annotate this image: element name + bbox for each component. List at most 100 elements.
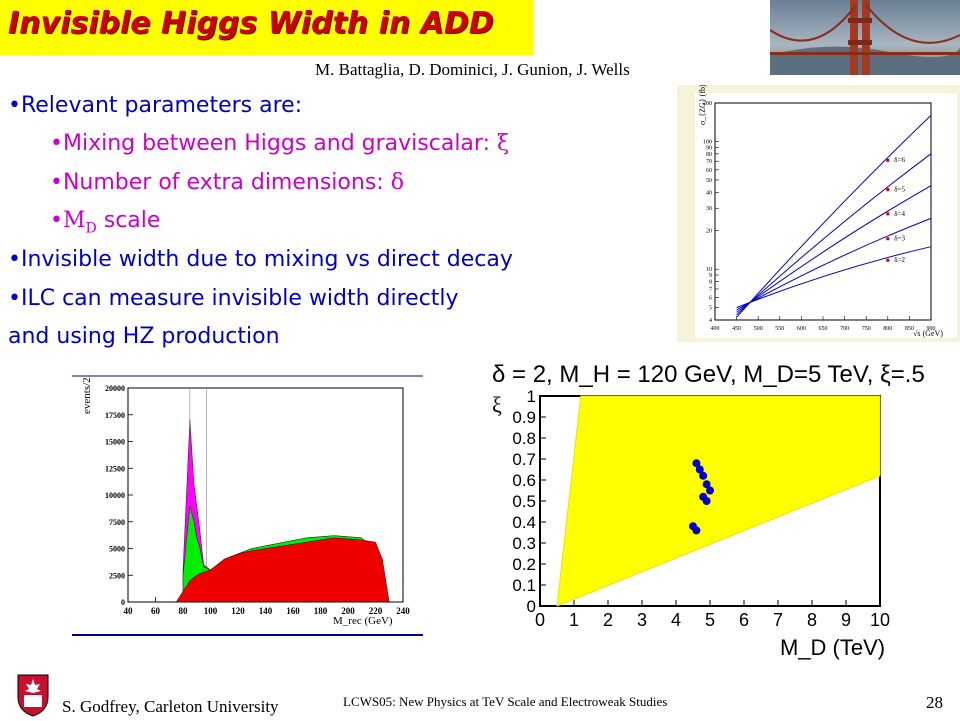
x-tick-label: 2 (603, 610, 613, 630)
measured-point (702, 480, 711, 489)
xi-symbol: ξ (496, 131, 510, 156)
data-point (886, 158, 890, 162)
x-tick-label: 700 (840, 326, 849, 332)
y-axis-label: ξ (492, 392, 502, 417)
x-tick-label: 650 (819, 326, 828, 332)
y-tick-label: 2500 (109, 571, 125, 580)
x-axis-label: √s (GeV) (913, 329, 943, 338)
slide-title: Invisible Higgs Width in ADD (8, 6, 494, 41)
series-label: δ=6 (894, 156, 905, 164)
carleton-logo (14, 673, 52, 717)
y-tick-label: 0 (121, 598, 125, 607)
x-tick-label: 600 (797, 326, 806, 332)
bullet-hz-production: and using HZ production (8, 324, 280, 349)
md-subscript: D (85, 220, 97, 237)
recoil-mass-histogram: events/2.5 M_rec (GeV) 40 60 80 100 120 140 16… (70, 369, 425, 636)
y-tick-label: 80 (706, 152, 712, 158)
y-tick-label: 15000 (105, 438, 125, 447)
bullet-md-scale: •MD scale (50, 208, 160, 241)
x-tick-label: 5 (705, 610, 715, 630)
md-symbol: M (62, 208, 86, 233)
series-line (736, 246, 932, 309)
series-label: δ=4 (894, 210, 905, 218)
x-axis-label: M_D (TeV) (780, 635, 885, 660)
x-tick-label: 100 (204, 606, 218, 616)
y-tick-label: 0.1 (512, 576, 536, 595)
series-line (736, 217, 932, 311)
x-tick-label: 550 (775, 326, 784, 332)
y-tick-label: 7500 (109, 518, 125, 527)
y-tick-label: 12500 (105, 464, 125, 473)
y-tick-label: 9 (709, 273, 712, 279)
y-tick-label: 90 (706, 145, 712, 151)
y-tick-label: 5000 (109, 545, 125, 554)
series-line (736, 153, 932, 316)
measured-point (695, 465, 704, 474)
y-tick-label: 0.2 (512, 555, 536, 574)
bullet-ilc-measure: •ILC can measure invisible width directl… (8, 286, 459, 311)
y-tick-label: 30 (706, 206, 712, 212)
authors: M. Battaglia, D. Dominici, J. Gunion, J.… (315, 60, 630, 79)
x-tick-label: 140 (259, 606, 273, 616)
allowed-region (556, 395, 881, 607)
y-tick-label: 1 (527, 387, 536, 406)
x-tick-label: 40 (124, 606, 134, 616)
x-tick-label: 9 (841, 610, 851, 630)
y-tick-label: 20 (706, 229, 712, 235)
y-tick-label: 20000 (105, 384, 125, 393)
delta-symbol: δ (390, 170, 404, 195)
y-tick-label: 0.4 (512, 513, 536, 532)
x-tick-label: 900 (927, 326, 936, 332)
measured-point (692, 526, 701, 535)
y-tick-label: 10 (706, 267, 712, 273)
y-tick-label: 6 (709, 296, 712, 302)
x-tick-label: 80 (179, 606, 189, 616)
y-axis-label: σ_{ZG} (fb) (698, 85, 707, 125)
title-banner (0, 0, 533, 55)
x-axis-label: M_rec (GeV) (333, 615, 393, 627)
x-tick-label: 60 (151, 606, 161, 616)
bridge-photo (770, 0, 960, 75)
y-tick-label: 40 (706, 190, 712, 196)
x-tick-label: 4 (671, 610, 681, 630)
y-tick-label: 50 (706, 178, 712, 184)
y-tick-label: 0.8 (512, 429, 536, 448)
data-point (886, 212, 890, 216)
x-tick-label: 180 (314, 606, 328, 616)
y-tick-label: 10000 (105, 491, 125, 500)
y-tick-label: 0.7 (512, 450, 536, 469)
bullet-relevant-parameters: •Relevant parameters are: (8, 93, 303, 118)
bullet-text: •Mixing between Higgs and graviscalar: (50, 131, 497, 156)
x-tick-label: 1 (569, 610, 579, 630)
x-tick-label: 500 (754, 326, 763, 332)
y-tick-label: 0.5 (512, 492, 536, 511)
series-label: δ=3 (894, 235, 905, 243)
y-tick-label: 7 (709, 287, 712, 293)
x-tick-label: 3 (637, 610, 647, 630)
bullet-text: scale (96, 208, 161, 233)
x-tick-label: 6 (739, 610, 749, 630)
y-tick-label: 0.6 (512, 471, 536, 490)
bullet-invisible-width: •Invisible width due to mixing vs direct… (8, 247, 513, 272)
bullet-mixing: •Mixing between Higgs and graviscalar: ξ (50, 131, 509, 157)
y-tick-label: 100 (703, 139, 712, 145)
x-tick-label: 750 (862, 326, 871, 332)
x-tick-label: 400 (711, 326, 720, 332)
y-tick-label: 0.3 (512, 534, 536, 553)
data-point (886, 237, 890, 241)
series-line (736, 115, 932, 318)
x-tick-label: 200 (341, 606, 355, 616)
x-tick-label: 7 (773, 610, 783, 630)
histogram-total (175, 537, 390, 603)
data-point (886, 258, 890, 262)
y-tick-label: 0 (527, 597, 536, 616)
y-tick-label: 0.9 (512, 408, 536, 427)
cross-section-plot: σ_{ZG} (fb) √s (GeV) 400 450 500 550 600 650 7… (677, 84, 960, 342)
bullet-extra-dimensions: •Number of extra dimensions: δ (50, 170, 404, 196)
series-label: δ=5 (894, 186, 905, 194)
bullet-text: •Number of extra dimensions: (50, 170, 391, 195)
measured-point (702, 497, 711, 505)
y-tick-label: 5 (709, 306, 712, 312)
x-tick-label: 10 (870, 610, 890, 630)
y-tick-label: 70 (706, 159, 712, 165)
